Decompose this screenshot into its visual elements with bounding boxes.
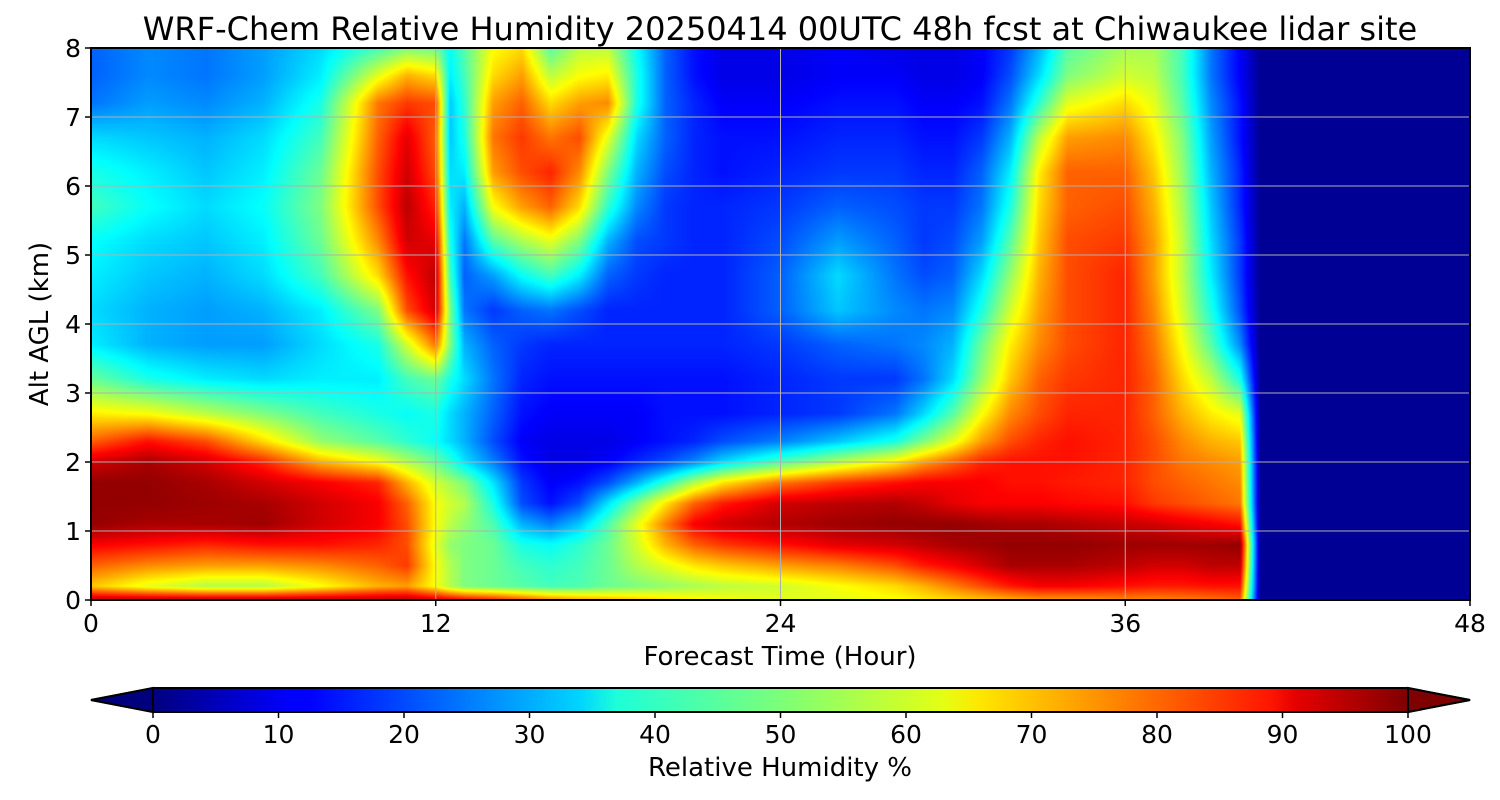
x-axis-label: Forecast Time (Hour)	[643, 642, 916, 672]
colorbar-tick-label: 30	[514, 720, 546, 749]
y-tick-label: 8	[65, 34, 81, 63]
colorbar-extend-min	[90, 686, 154, 714]
y-tick-label: 1	[65, 517, 81, 546]
y-tick-label: 2	[65, 448, 81, 477]
colorbar-tick-label: 0	[145, 720, 161, 749]
colorbar-tick-label: 50	[765, 720, 797, 749]
y-tick-label: 3	[65, 379, 81, 408]
colorbar-tick-label: 80	[1141, 720, 1173, 749]
y-tick-label: 4	[65, 310, 81, 339]
chart-title: WRF-Chem Relative Humidity 20250414 00UT…	[143, 10, 1417, 48]
y-tick-label: 0	[65, 586, 81, 615]
y-axis-label: Alt AGL (km)	[25, 242, 55, 406]
y-tick-label: 5	[65, 241, 81, 270]
colorbar-tick-label: 90	[1267, 720, 1299, 749]
x-tick-label: 24	[765, 609, 797, 638]
y-tick-label: 7	[65, 103, 81, 132]
y-tick-label: 6	[65, 172, 81, 201]
colorbar-gradient	[153, 688, 1408, 712]
x-tick-label: 0	[83, 609, 99, 638]
colorbar-tick-label: 60	[890, 720, 922, 749]
colorbar-tick-label: 10	[263, 720, 295, 749]
y-axis-ticks: 0 1 2 3 4 5 6 7 8	[65, 34, 91, 615]
colorbar-tick-label: 20	[388, 720, 420, 749]
colorbar-tick-label: 100	[1384, 720, 1432, 749]
colorbar-extend-max	[1407, 686, 1471, 714]
colorbar: 0 10 20 30 40 50 60 70 80 90 100 Relative Humidity…	[90, 686, 1471, 783]
x-tick-label: 12	[420, 609, 452, 638]
colorbar-tick-label: 70	[1016, 720, 1048, 749]
x-tick-label: 36	[1109, 609, 1141, 638]
colorbar-ticks: 0 10 20 30 40 50 60 70 80 90 100	[145, 712, 1432, 749]
colorbar-tick-label: 40	[639, 720, 671, 749]
colorbar-label: Relative Humidity %	[648, 753, 912, 783]
x-tick-label: 48	[1454, 609, 1486, 638]
x-axis-ticks: 0 12 24 36 48	[83, 600, 1486, 638]
